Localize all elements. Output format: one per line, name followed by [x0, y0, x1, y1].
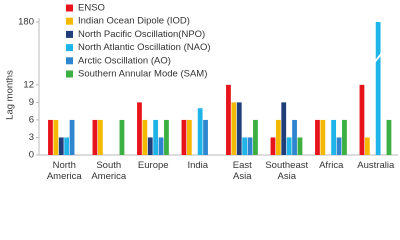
- bar: [247, 137, 253, 155]
- label-line: America: [47, 171, 83, 182]
- x-tick-label: East Asia: [233, 160, 252, 182]
- y-tick-label: 180: [18, 17, 34, 28]
- y-tick-label: 6: [29, 114, 34, 125]
- bar: [58, 137, 64, 155]
- bar: [275, 119, 281, 155]
- bar: [386, 119, 392, 155]
- bar: [119, 119, 125, 155]
- x-tick-label: Southeast Asia: [265, 160, 308, 182]
- bar: [320, 119, 326, 155]
- bar: [286, 137, 292, 155]
- legend-swatch: [66, 4, 73, 12]
- label-line: Europe: [138, 160, 169, 171]
- label-line: South: [96, 160, 121, 171]
- bar: [270, 137, 276, 155]
- label-line: Asia: [233, 171, 252, 182]
- label-line: India: [187, 160, 208, 171]
- bar: [203, 119, 208, 155]
- axis-break: [374, 52, 382, 64]
- bar: [297, 137, 303, 155]
- legend-swatch: [66, 30, 73, 38]
- y-tick-label: 9: [29, 97, 34, 108]
- bar: [253, 119, 258, 155]
- legend-swatch: [66, 57, 73, 65]
- bar: [197, 108, 203, 155]
- legend-swatch: [66, 17, 73, 25]
- legend-label: Arctic Oscillation (AO): [78, 55, 171, 66]
- bar: [364, 137, 370, 155]
- bar: [315, 119, 320, 155]
- bar: [181, 119, 187, 155]
- x-tick-label: Europe: [138, 160, 169, 171]
- bar: [158, 137, 164, 155]
- y-tick-label: 12: [23, 79, 34, 90]
- bar: [164, 119, 169, 155]
- bar: [292, 119, 297, 155]
- bar: [153, 119, 159, 155]
- legend-label: Indian Ocean Dipole (IOD): [78, 16, 190, 27]
- bar: [69, 119, 75, 155]
- label-line: Southeast: [265, 160, 308, 171]
- bar: [147, 137, 153, 155]
- y-tick-label: 3: [29, 132, 34, 143]
- bar: [231, 102, 237, 155]
- bar: [226, 84, 231, 155]
- x-tick-label: Africa: [319, 160, 344, 171]
- bar: [336, 137, 342, 155]
- y-axis-label: Lag months: [5, 70, 16, 120]
- x-tick-label: India: [187, 160, 208, 171]
- bar: [242, 137, 248, 155]
- bar: [97, 119, 103, 155]
- label-line: Africa: [319, 160, 344, 171]
- bar: [53, 119, 59, 155]
- bar: [64, 137, 70, 155]
- x-tick-label: South America: [91, 160, 127, 182]
- bar: [342, 119, 347, 155]
- legend-label: North Atlantic Oscillation (NAO): [78, 42, 211, 53]
- bar: [186, 119, 192, 155]
- x-tick-label: Australia: [357, 160, 395, 171]
- legend-label: North Pacific Oscillation(NPO): [78, 29, 205, 40]
- bar: [331, 119, 337, 155]
- bar: [375, 22, 381, 155]
- bar: [48, 119, 53, 155]
- label-line: Asia: [278, 171, 297, 182]
- legend-label: Southern Annular Mode (SAM): [78, 69, 207, 80]
- bar: [142, 119, 148, 155]
- bar: [92, 119, 98, 155]
- x-tick-label: North America: [47, 160, 83, 182]
- y-tick-label: 0: [29, 150, 34, 161]
- bar: [281, 102, 287, 155]
- label-line: North: [53, 160, 76, 171]
- legend-swatch: [66, 70, 73, 78]
- legend-swatch: [66, 44, 73, 52]
- bar: [236, 102, 242, 155]
- legend-label: ENSO: [78, 3, 105, 14]
- bar: [137, 102, 142, 155]
- label-line: Australia: [357, 160, 395, 171]
- bar: [359, 84, 365, 155]
- label-line: East: [233, 160, 252, 171]
- label-line: America: [91, 171, 127, 182]
